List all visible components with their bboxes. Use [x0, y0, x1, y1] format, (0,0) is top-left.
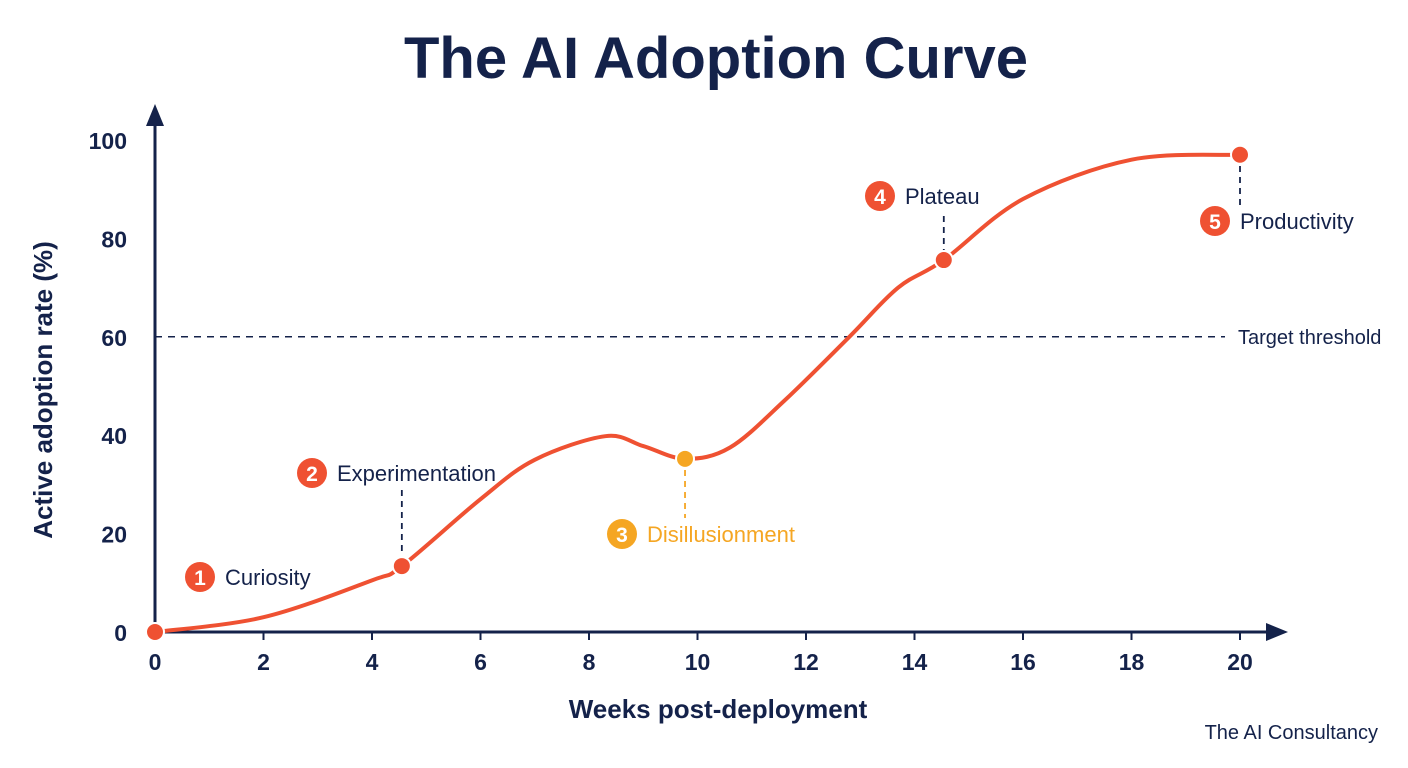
x-tick-label: 2	[257, 649, 270, 675]
stage-label: Productivity	[1240, 209, 1354, 234]
y-tick-label: 60	[101, 325, 127, 351]
stage-point-4	[933, 250, 954, 271]
stage-label: Plateau	[905, 184, 980, 209]
stage-point-5	[1230, 144, 1250, 165]
stage-badge-2	[297, 458, 327, 488]
stage-point-1	[145, 622, 165, 642]
stage-badge-1	[185, 562, 215, 592]
x-tick-label: 12	[793, 649, 819, 675]
x-tick-label: 4	[366, 649, 379, 675]
y-tick-label: 40	[101, 423, 127, 449]
x-tick-label: 20	[1227, 649, 1253, 675]
target-threshold-label: Target threshold	[1238, 327, 1381, 349]
y-tick-label: 20	[101, 522, 127, 548]
y-axis-label: Active adoption rate (%)	[28, 241, 58, 539]
x-tick-label: 0	[149, 649, 162, 675]
stage-point-2	[391, 556, 412, 577]
y-tick-label: 80	[101, 226, 127, 252]
footer-credit: The AI Consultancy	[1205, 722, 1378, 744]
x-tick-label: 8	[583, 649, 596, 675]
x-tick-label: 6	[474, 649, 487, 675]
adoption-curve-line	[153, 152, 1242, 634]
y-axis-arrow	[146, 104, 164, 126]
x-tick-label: 16	[1010, 649, 1036, 675]
stage-point-3	[675, 448, 696, 469]
stage-label: Experimentation	[337, 461, 496, 486]
x-tick-label: 14	[902, 649, 928, 675]
stage-badge-4	[865, 181, 895, 211]
y-tick-label: 0	[114, 620, 127, 646]
x-tick-label: 10	[685, 649, 711, 675]
stage-number: 4	[874, 186, 886, 209]
stage-number: 3	[616, 524, 628, 547]
stage-number: 1	[194, 567, 206, 590]
y-tick-label: 100	[89, 128, 127, 154]
stage-number: 5	[1209, 211, 1221, 234]
chart-title: The AI Adoption Curve	[404, 26, 1028, 91]
x-axis-label: Weeks post-deployment	[569, 694, 868, 724]
stage-badge-5	[1200, 206, 1230, 236]
x-axis-arrow	[1266, 623, 1288, 641]
stage-label: Disillusionment	[647, 522, 795, 547]
x-tick-label: 18	[1119, 649, 1145, 675]
stage-badge-3	[607, 519, 637, 549]
stage-number: 2	[306, 463, 318, 486]
stage-label: Curiosity	[225, 565, 311, 590]
